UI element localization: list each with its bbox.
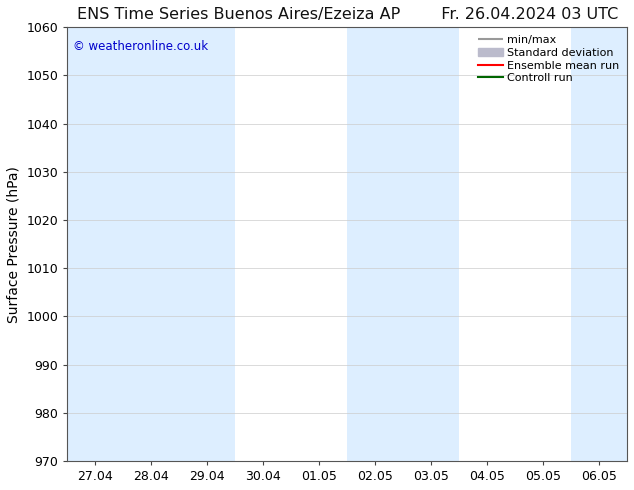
Bar	[403, 27, 459, 461]
Title: ENS Time Series Buenos Aires/Ezeiza AP        Fr. 26.04.2024 03 UTC: ENS Time Series Buenos Aires/Ezeiza AP F…	[77, 7, 618, 22]
Bar	[124, 27, 179, 461]
Bar	[67, 27, 124, 461]
Legend: min/max, Standard deviation, Ensemble mean run, Controll run: min/max, Standard deviation, Ensemble me…	[476, 33, 621, 86]
Y-axis label: Surface Pressure (hPa): Surface Pressure (hPa)	[7, 166, 21, 322]
Bar	[347, 27, 403, 461]
Bar	[571, 27, 627, 461]
Text: © weatheronline.co.uk: © weatheronline.co.uk	[73, 40, 208, 53]
Bar	[179, 27, 235, 461]
